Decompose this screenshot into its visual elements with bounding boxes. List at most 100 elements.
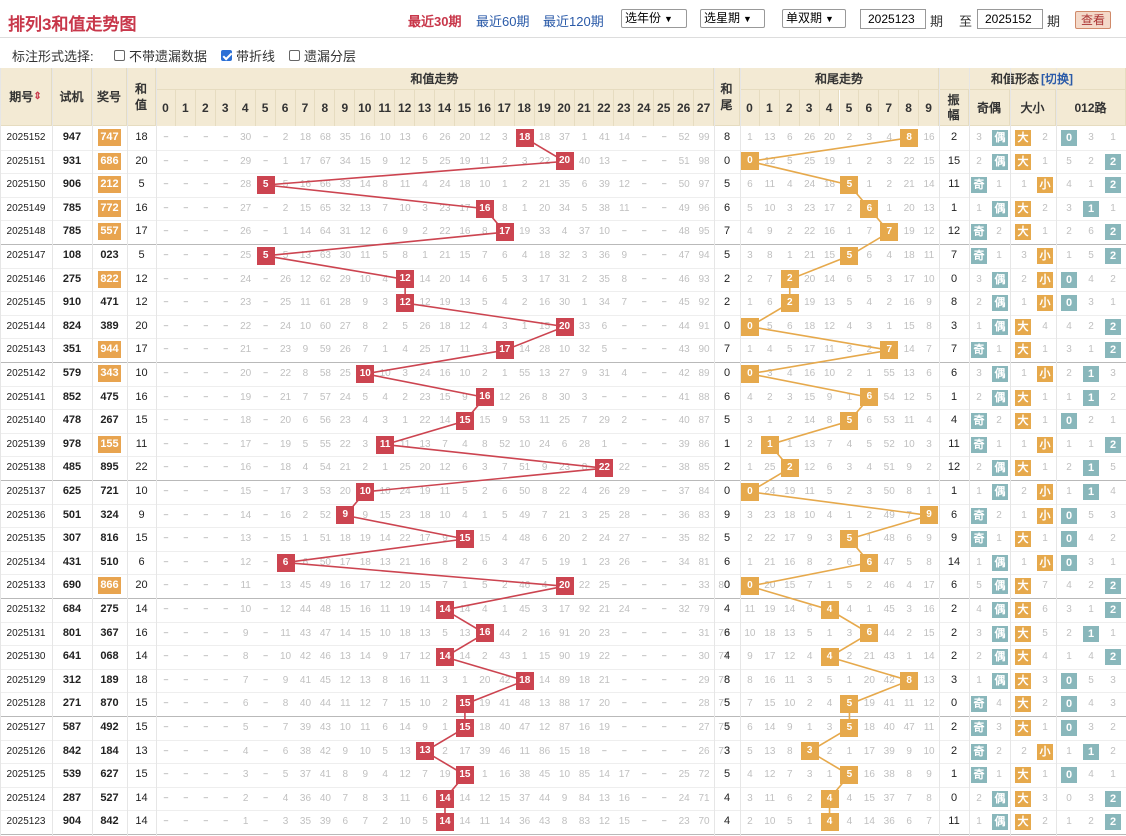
sum-miss-cell: 1 <box>501 604 508 615</box>
tail-miss-cell: 4 <box>767 344 773 356</box>
period-30-link[interactable]: 最近30期 <box>408 14 462 29</box>
amp-cell: 2 <box>950 721 958 733</box>
tail-miss-cell: 1 <box>786 250 793 261</box>
sum-miss-cell: 2 <box>462 556 468 568</box>
checkbox-icon[interactable] <box>289 50 300 61</box>
tail-miss-cell: 16 <box>863 769 875 781</box>
tail-miss-cell: 21 <box>804 250 816 261</box>
tail-miss-cell: 20 <box>863 674 875 686</box>
sum-miss-cell: 22 <box>439 226 451 238</box>
sum-miss-cell: 11 <box>619 202 630 214</box>
road-tag: 2 <box>1105 436 1121 453</box>
amp-cell: 0 <box>950 272 958 285</box>
sum-miss-cell: 50 <box>319 556 331 568</box>
sum-miss-cell: 8 <box>382 179 388 191</box>
sum-miss-cell: 10 <box>519 438 531 450</box>
sum-miss-cell: ━ <box>183 700 188 708</box>
amp-cell: 1 <box>950 201 958 214</box>
sum-miss-cell: 16 <box>459 226 471 238</box>
sum-miss-cell: ━ <box>203 228 208 236</box>
sum-miss-cell: 26 <box>519 391 531 403</box>
sum-miss-cell: 96 <box>698 202 710 214</box>
size-miss: 5 <box>1042 627 1048 639</box>
tail-miss-cell: 3 <box>886 155 893 167</box>
sum-miss-cell: 17 <box>618 769 630 781</box>
sum-miss-cell: 10 <box>558 769 571 781</box>
sum-miss-cell: 36 <box>598 250 610 261</box>
sum-miss-cell: ━ <box>183 440 188 448</box>
sum-miss-cell: ━ <box>263 676 268 684</box>
sum-miss-cell: 6 <box>342 816 349 828</box>
sum-miss-cell: ━ <box>662 370 667 377</box>
road-tag: 2 <box>1105 318 1121 335</box>
oddeven-select[interactable]: 单双期 ▼ <box>782 9 846 28</box>
sum-miss-cell: ━ <box>163 700 169 708</box>
tail-mark: 4 <box>820 648 839 666</box>
col-issue-header[interactable]: 期号 ⇕ <box>0 68 52 126</box>
to-label: 至 <box>959 14 973 29</box>
sum-miss-cell: 19 <box>439 769 451 781</box>
oddeven-tag: 奇 <box>971 342 987 359</box>
year-select[interactable]: 选年份 ▼ <box>621 9 687 28</box>
sum-miss-cell: 12 <box>359 698 371 710</box>
to-issue-input[interactable]: 2025152 <box>977 9 1043 29</box>
sum-miss-cell: ━ <box>662 794 667 802</box>
tail-miss-cell: 13 <box>764 745 776 757</box>
tail-mark: 0 <box>740 482 759 501</box>
oddeven-miss: 4 <box>996 698 1002 710</box>
tail-miss-cell: 8 <box>826 415 833 427</box>
trend-lines <box>265 137 930 823</box>
sum-miss-cell: 14 <box>459 816 471 828</box>
sum-miss-cell: 70 <box>698 816 710 828</box>
sum-miss-cell: 77 <box>718 651 730 663</box>
sum-miss-cell: 13 <box>539 698 551 710</box>
tail-miss-cell: 5 <box>786 816 793 828</box>
oddeven-tag: 偶 <box>992 271 1008 288</box>
sum-mark: 18 <box>515 128 534 147</box>
sum-miss-cell: ━ <box>183 393 188 401</box>
sum-miss-cell: 57 <box>319 391 331 403</box>
sort-icon[interactable]: ⇕ <box>33 91 42 102</box>
tail-miss-cell: 3 <box>747 509 753 521</box>
col-divider <box>714 68 715 836</box>
sum-miss-cell: 6 <box>501 486 508 497</box>
sum-miss-cell: 2 <box>242 792 249 804</box>
tail-miss-cell: 2 <box>926 462 932 474</box>
tail-miss-cell: 8 <box>786 745 793 757</box>
sum-miss-cell: 2 <box>521 179 528 191</box>
sum-miss-cell: 85 <box>698 462 710 474</box>
tail-miss-cell: 17 <box>784 533 796 545</box>
sum-miss-cell: 8 <box>362 320 369 332</box>
sum-miss-cell: 78 <box>718 627 730 639</box>
tail-miss-cell: 14 <box>923 179 935 191</box>
sum-miss-cell: ━ <box>203 157 208 165</box>
from-issue-input[interactable]: 2025123 <box>860 9 926 29</box>
test-cell: 641 <box>62 650 82 663</box>
road-tag: 1 <box>1083 460 1099 477</box>
polyline-checkbox[interactable]: 带折线 <box>221 46 275 65</box>
period-120-link[interactable]: 最近120期 <box>543 14 604 29</box>
sum-miss-cell: ━ <box>662 204 667 212</box>
sum-miss-cell: 88 <box>558 698 571 710</box>
switch-link[interactable]: [切换] <box>1041 72 1073 86</box>
sum-miss-cell: ━ <box>662 134 667 141</box>
sum-miss-cell: 12 <box>359 226 371 238</box>
period-60-link[interactable]: 最近60期 <box>476 14 530 29</box>
miss-layer-checkbox[interactable]: 遗漏分层 <box>289 46 356 65</box>
checkbox-checked-icon[interactable] <box>221 50 232 61</box>
win-cell: 492 <box>100 721 119 733</box>
sum-mark: 20 <box>555 577 574 596</box>
sum-col-4: 4 <box>235 90 256 126</box>
sum-miss-cell: 18 <box>578 745 591 757</box>
tail-miss-cell: 17 <box>804 344 816 356</box>
tail-miss-cell: 1 <box>747 344 753 356</box>
test-cell: 690 <box>62 579 82 592</box>
no-miss-checkbox[interactable]: 不带遗漏数据 <box>114 46 207 65</box>
sum-col-16: 16 <box>474 90 495 126</box>
sum-miss-cell: 58 <box>319 368 331 379</box>
tail-miss-cell: 2 <box>866 344 873 356</box>
sum-miss-cell: 1 <box>521 651 528 663</box>
view-button[interactable]: 查看 <box>1075 11 1111 29</box>
checkbox-icon[interactable] <box>114 50 125 61</box>
week-select[interactable]: 选星期 ▼ <box>700 9 765 28</box>
